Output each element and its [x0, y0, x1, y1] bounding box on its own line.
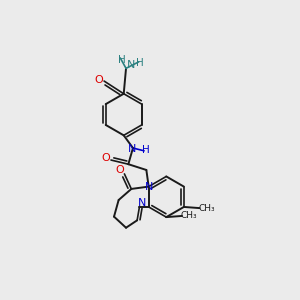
Text: N: N [138, 198, 146, 208]
Text: N: N [128, 144, 136, 154]
Text: H: H [118, 55, 126, 64]
Text: CH₃: CH₃ [181, 211, 197, 220]
Text: N: N [145, 182, 153, 192]
Text: O: O [102, 153, 110, 163]
Text: O: O [115, 165, 124, 176]
Text: H: H [136, 58, 144, 68]
Text: O: O [94, 75, 103, 85]
Text: H: H [142, 145, 149, 155]
Text: CH₃: CH₃ [198, 204, 215, 213]
Text: N: N [127, 60, 135, 70]
